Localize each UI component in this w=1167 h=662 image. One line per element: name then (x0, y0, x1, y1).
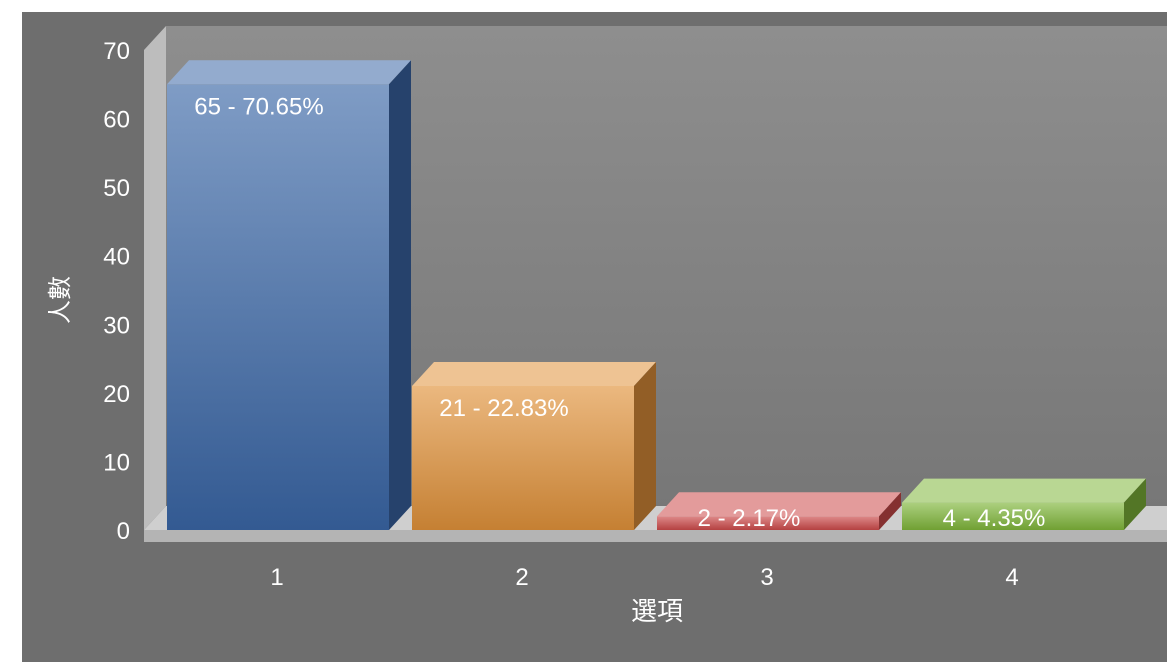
bar-top (657, 492, 901, 517)
y-tick-label: 60 (103, 107, 130, 134)
bar-front (412, 386, 634, 530)
x-tick-label: 3 (760, 564, 773, 591)
bar-chart: 0 10 20 30 40 50 60 70 1 2 3 4 65 - 70.65% 21 - 22.8… (46, 26, 1167, 627)
floor-front (144, 530, 1167, 542)
data-labels: 65 - 70.65% 21 - 22.83% 2 - 2.17% 4 - 4.35% (194, 93, 1045, 532)
bar (167, 60, 411, 531)
y-tick-label: 70 (103, 38, 130, 65)
bar-side (1124, 478, 1146, 530)
y-axis-wall (144, 26, 166, 530)
axes: 0 10 20 30 40 50 60 70 1 2 3 4 (103, 38, 1018, 591)
data-label: 21 - 22.83% (439, 395, 568, 422)
x-tick-label: 4 (1005, 564, 1018, 591)
bar-side (879, 492, 901, 530)
y-tick-label: 20 (103, 381, 130, 408)
chart-frame: 0 10 20 30 40 50 60 70 1 2 3 4 65 - 70.65% 21 - 22.8… (22, 12, 1167, 662)
data-label: 65 - 70.65% (194, 93, 323, 120)
y-tick-label: 0 (117, 518, 130, 545)
x-tick-label: 2 (515, 564, 528, 591)
bar-top (902, 478, 1146, 503)
bar (657, 492, 901, 530)
data-label: 4 - 4.35% (943, 505, 1046, 532)
bar-front (902, 502, 1124, 530)
x-tick-label: 1 (270, 564, 283, 591)
bar (902, 478, 1146, 530)
bar (412, 362, 656, 530)
y-tick-label: 40 (103, 244, 130, 271)
y-tick-label: 30 (103, 312, 130, 339)
bar-top (167, 60, 411, 85)
bar-front (657, 516, 879, 530)
y-axis-title: 人數 (46, 276, 74, 324)
bar-side (634, 362, 656, 530)
bar-top (412, 362, 656, 386)
bars (167, 60, 1146, 531)
data-label: 2 - 2.17% (698, 505, 801, 532)
bar-side (389, 60, 411, 531)
bar-front (167, 84, 389, 531)
x-axis-title: 選項 (631, 597, 683, 627)
y-tick-label: 10 (103, 449, 130, 476)
y-tick-label: 50 (103, 175, 130, 202)
